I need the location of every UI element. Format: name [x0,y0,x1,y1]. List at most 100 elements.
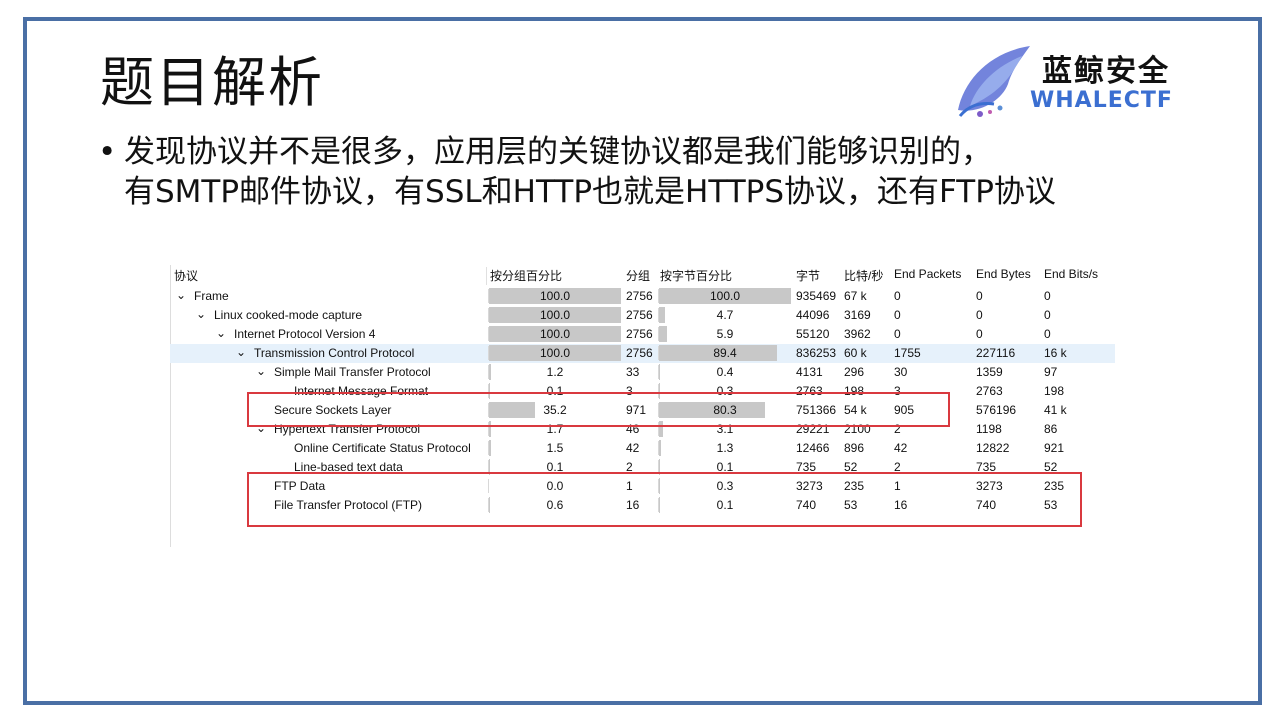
byte-percent-bar [659,307,666,323]
header-bytes[interactable]: 字节 [796,269,821,283]
byte-percent-bar [659,402,765,418]
protocol-name: Linux cooked-mode capture [214,308,363,322]
packet-percent-bar [489,402,536,418]
protocol-name: Internet Protocol Version 4 [234,327,376,341]
end-bits-value: 198 [1044,384,1065,398]
end-bytes-value: 0 [976,289,983,303]
byte-percent-value: 0.3 [716,479,734,493]
byte-percent-value: 89.4 [713,346,737,360]
table-row[interactable]: Secure Sockets Layer 35.2 971 80.3 751366 54 … [170,401,1115,420]
logo-english-text: WHALECTF [1030,88,1173,113]
whalectf-logo: 蓝鲸安全 WHALECTF [950,40,1240,120]
end-packets-value: 0 [894,289,901,303]
header-end-bytes[interactable]: End Bytes [976,267,1031,281]
packet-percent-bar [489,326,621,342]
end-packets-value: 42 [894,441,908,455]
end-packets-value: 1755 [894,346,921,360]
end-packets-value: 0 [894,308,901,322]
table-row[interactable]: FTP Data 0.0 1 0.3 3273 235 1 3273 235 [170,477,1115,496]
byte-percent-bar [659,288,791,304]
column-divider [488,365,489,379]
packet-percent-bar [489,421,492,437]
packets-value: 2756 [626,346,653,360]
packets-value: 971 [626,403,647,417]
end-bits-value: 41 k [1044,403,1067,417]
header-end-packets[interactable]: End Packets [894,267,962,281]
packet-percent-value: 0.0 [546,479,564,493]
bytes-value: 12466 [796,441,830,455]
end-bits-value: 97 [1044,365,1058,379]
packets-value: 33 [626,365,640,379]
column-divider [488,422,489,436]
bullet-line-1: 发现协议并不是很多，应用层的关键协议都是我们能够识别的， [124,134,992,170]
end-bytes-value: 3273 [976,479,1003,493]
table-row[interactable]: ⌄ Frame 100.0 2756 100.0 935469 67 k 0 0 0 [170,287,1115,306]
header-end-bits[interactable]: End Bits/s [1044,267,1099,281]
byte-percent-value: 0.1 [716,460,734,474]
column-divider [488,289,489,303]
header-packet-percent[interactable]: 按分组百分比 [490,269,563,283]
packets-value: 2 [626,460,633,474]
protocol-name: Transmission Control Protocol [254,346,415,360]
bytes-value: 3273 [796,479,823,493]
end-bytes-value: 735 [976,460,997,474]
table-row[interactable]: Online Certificate Status Protocol 1.5 42 1… [170,439,1115,458]
bits-per-sec-value: 54 k [844,403,867,417]
byte-percent-value: 1.3 [716,441,734,455]
table-row[interactable]: ⌄ Internet Protocol Version 4 100.0 2756 5.9… [170,325,1115,344]
header-byte-percent[interactable]: 按字节百分比 [660,269,733,283]
header-bits-per-sec[interactable]: 比特/秒 [844,269,884,283]
end-bits-value: 52 [1044,460,1058,474]
end-packets-value: 0 [894,327,901,341]
bits-per-sec-value: 53 [844,498,858,512]
column-divider [658,308,659,322]
bits-per-sec-value: 67 k [844,289,867,303]
protocol-name: Secure Sockets Layer [274,403,392,417]
table-row[interactable]: File Transfer Protocol (FTP) 0.6 16 0.1 740 5… [170,496,1115,515]
chevron-down-icon[interactable]: ⌄ [216,326,227,340]
packet-percent-bar [489,440,491,456]
column-divider [658,422,659,436]
chevron-down-icon[interactable]: ⌄ [176,288,187,302]
slide-frame [23,17,1262,705]
protocol-name: Frame [194,289,229,303]
whale-logo-icon [958,46,1030,117]
packet-percent-value: 35.2 [543,403,567,417]
table-row[interactable]: Internet Message Format 0.1 3 0.3 2763 198 3 27… [170,382,1115,401]
header-protocol[interactable]: 协议 [174,269,199,283]
table-row[interactable]: ⌄ Linux cooked-mode capture 100.0 2756 4.7 44… [170,306,1115,325]
column-divider [488,327,489,341]
chevron-down-icon[interactable]: ⌄ [256,421,267,435]
column-divider [658,346,659,360]
byte-percent-value: 0.3 [716,384,734,398]
byte-percent-bar [659,345,777,361]
column-divider [658,460,659,474]
byte-percent-bar [659,421,664,437]
bytes-value: 4131 [796,365,823,379]
chevron-down-icon[interactable]: ⌄ [256,364,267,378]
protocol-name: Line-based text data [294,460,403,474]
bytes-value: 2763 [796,384,823,398]
end-packets-value: 3 [894,384,901,398]
table-row[interactable]: ⌄ Simple Mail Transfer Protocol 1.2 33 0.4 41… [170,363,1115,382]
end-bytes-value: 12822 [976,441,1010,455]
table-row[interactable]: ⌄ Transmission Control Protocol 100.0 2756 8… [170,344,1115,363]
packet-percent-value: 100.0 [539,289,571,303]
end-bits-value: 235 [1044,479,1065,493]
column-divider [658,384,659,398]
header-packets[interactable]: 分组 [626,269,651,283]
chevron-down-icon[interactable]: ⌄ [236,345,247,359]
protocol-name: File Transfer Protocol (FTP) [274,498,423,512]
bullet-dot: • [98,134,117,170]
byte-percent-bar [659,326,667,342]
end-bytes-value: 1198 [976,422,1002,436]
bits-per-sec-value: 198 [844,384,865,398]
packet-percent-value: 1.2 [546,365,564,379]
column-divider [658,365,659,379]
bullet-line-2: 有SMTP邮件协议，有SSL和HTTP也就是HTTPS协议，还有FTP协议 [124,174,1056,210]
packet-percent-value: 0.1 [546,460,564,474]
chevron-down-icon[interactable]: ⌄ [196,307,207,321]
end-bytes-value: 2763 [976,384,1003,398]
protocol-name: Simple Mail Transfer Protocol [274,365,431,379]
table-row[interactable]: Line-based text data 0.1 2 0.1 735 52 2 735 52 [170,458,1115,477]
